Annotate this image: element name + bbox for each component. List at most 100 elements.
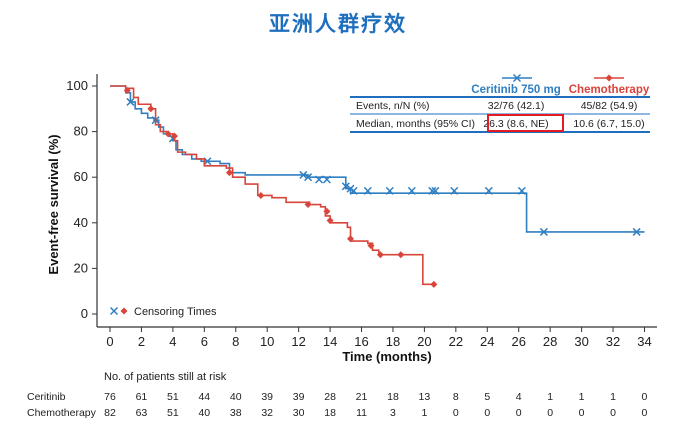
y-tick-label: 0 [81,306,88,321]
censor-mark [120,307,128,315]
censor-mark [484,186,493,195]
risk-cell: 44 [198,391,210,403]
risk-cell: 39 [293,391,305,403]
column-header-chemotherapy: Chemotherapy [569,84,650,96]
risk-cell: 32 [261,407,273,419]
risk-cell: 0 [516,407,522,419]
censor-mark [304,201,312,209]
summary-cell-chemotherapy: 45/82 (54.9) [581,100,638,112]
risk-cell: 1 [421,407,427,419]
risk-table-title: No. of patients still at risk [104,371,227,383]
censor-mark [341,182,350,191]
y-tick-label: 80 [74,124,88,139]
censor-mark-stroke [363,186,372,195]
censor-mark-stroke [341,182,350,191]
censor-mark-stroke [484,186,493,195]
risk-cell: 51 [167,391,179,403]
x-tick-label: 34 [637,334,651,349]
risk-cell: 0 [484,407,490,419]
censor-mark-stroke [431,186,440,195]
censor-mark [304,173,313,182]
censor-mark-stroke [203,157,212,166]
risk-cell: 18 [324,407,336,419]
y-tick-label: 60 [74,169,88,184]
risk-cell: 76 [104,391,116,403]
risk-cell: 8 [453,391,459,403]
censor-mark-stroke [407,186,416,195]
summary-row-label: Events, n/N (%) [356,100,430,112]
censor-mark [315,175,324,184]
risk-cell: 0 [547,407,553,419]
x-tick-label: 10 [260,334,274,349]
censor-mark [363,186,372,195]
risk-row-label: Chemotherapy [27,407,97,419]
x-tick-label: 14 [323,334,337,349]
x-tick-label: 22 [449,334,463,349]
censor-mark [299,170,308,179]
censor-mark [326,217,334,225]
x-tick-label: 30 [574,334,588,349]
risk-row-label: Ceritinib [27,391,66,403]
risk-cell: 61 [136,391,148,403]
censor-mark-stroke [450,186,459,195]
censor-mark [225,169,233,177]
chart-series [110,85,645,288]
page-title: 亚洲人群疗效 [269,12,407,36]
risk-cell: 4 [516,391,522,403]
censor-mark-stroke [428,186,437,195]
censor-mark [322,175,331,184]
x-tick-label: 20 [417,334,431,349]
x-tick-label: 4 [169,334,176,349]
summary-row-label: Median, months (95% CI) [356,118,475,130]
censor-mark-stroke [315,175,324,184]
risk-cell: 21 [356,391,368,403]
risk-cell: 3 [390,407,396,419]
censor-mark [347,235,355,243]
risk-cell: 18 [387,391,399,403]
summary-cell-ceritinib: 32/76 (42.1) [488,100,545,112]
y-tick-label: 40 [74,215,88,230]
summary-table: Ceritinib 750 mg Chemotherapy Events, n/N … [350,73,650,133]
censor-mark-stroke [299,170,308,179]
censor-mark [632,227,641,236]
censor-mark [126,97,135,106]
risk-cell: 51 [167,407,179,419]
risk-cell: 5 [484,391,490,403]
censor-mark-stroke [304,173,313,182]
risk-cell: 40 [230,391,242,403]
x-tick-label: 24 [480,334,494,349]
censor-mark [517,186,526,195]
risk-cell: 39 [261,391,273,403]
risk-cell: 0 [642,391,648,403]
median-highlight-box [487,114,564,132]
censor-mark-stroke [632,227,641,236]
censor-mark-stroke [126,97,135,106]
ceritinib-curve [110,85,645,233]
risk-cell: 0 [610,407,616,419]
censor-mark [123,87,131,95]
x-tick-label: 12 [291,334,305,349]
censor-mark [512,73,522,83]
censor-mark [407,186,416,195]
censor-mark [257,191,265,199]
chart-legend: Censoring Times [109,306,217,318]
x-tick-label: 18 [386,334,400,349]
censor-mark [170,132,178,140]
censor-mark [428,186,437,195]
censor-mark [367,242,375,250]
censor-mark [385,186,394,195]
risk-cell: 82 [104,407,116,419]
censor-mark-stroke [539,227,548,236]
x-tick-label: 0 [106,334,113,349]
censor-mark [539,227,548,236]
y-tick-label: 20 [74,260,88,275]
censor-mark [450,186,459,195]
censor-mark [203,157,212,166]
risk-cell: 11 [356,407,367,419]
censor-mark [164,130,172,138]
series-ceritinib [110,85,645,236]
risk-cell: 1 [547,391,553,403]
censor-mark [323,207,331,215]
censor-mark-stroke [349,186,358,195]
risk-cell: 0 [579,407,585,419]
